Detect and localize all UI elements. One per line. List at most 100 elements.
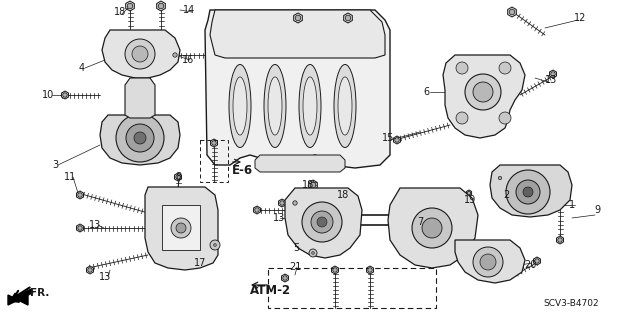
Text: 18: 18 [302,180,314,190]
Polygon shape [285,188,362,258]
Circle shape [345,15,351,21]
Circle shape [499,62,511,74]
Circle shape [176,223,186,233]
Bar [268,268,436,308]
Circle shape [535,259,540,263]
Circle shape [173,53,177,57]
Circle shape [176,175,180,179]
Circle shape [551,72,556,76]
Text: 17: 17 [194,258,206,268]
Circle shape [171,218,191,238]
Text: E-6: E-6 [232,164,253,176]
Circle shape [412,208,452,248]
Circle shape [214,243,216,247]
Ellipse shape [338,77,352,135]
Polygon shape [497,175,502,181]
Text: 18: 18 [337,190,349,200]
Polygon shape [367,266,374,274]
Text: 9: 9 [594,205,600,215]
FancyArrow shape [10,289,33,302]
Circle shape [116,114,164,162]
Polygon shape [292,199,298,207]
Polygon shape [175,173,182,181]
Circle shape [456,112,468,124]
Circle shape [422,218,442,238]
Circle shape [558,238,562,242]
Text: FR.: FR. [30,288,49,298]
Circle shape [317,217,327,227]
Circle shape [456,62,468,74]
Polygon shape [210,10,385,58]
Circle shape [283,276,287,280]
Circle shape [311,211,333,233]
Polygon shape [443,55,525,138]
Circle shape [78,226,82,230]
Polygon shape [550,70,556,78]
Polygon shape [61,91,68,99]
Text: 4: 4 [79,63,85,73]
Text: 13: 13 [89,220,101,230]
Text: 11: 11 [64,172,76,182]
Polygon shape [157,1,165,11]
Text: 1: 1 [569,200,575,210]
Ellipse shape [334,64,356,147]
Circle shape [499,176,502,180]
Circle shape [134,132,146,144]
Circle shape [125,39,155,69]
Ellipse shape [233,77,247,135]
Circle shape [523,187,533,197]
Text: 13: 13 [545,75,557,85]
Text: 5: 5 [293,243,299,253]
Circle shape [309,249,317,257]
Text: 10: 10 [42,90,54,100]
Text: 13: 13 [99,272,111,282]
Bar [200,140,228,182]
Text: ATM-2: ATM-2 [250,284,291,296]
Polygon shape [534,257,540,265]
Polygon shape [278,199,285,207]
Bar [162,205,200,250]
Circle shape [88,268,92,272]
Circle shape [506,170,550,214]
Ellipse shape [299,64,321,147]
Polygon shape [102,30,180,78]
Circle shape [333,268,337,272]
Circle shape [312,251,314,255]
Circle shape [480,254,496,270]
Polygon shape [125,1,134,11]
Polygon shape [8,295,28,305]
Polygon shape [77,191,83,199]
Circle shape [473,82,493,102]
Polygon shape [282,274,289,282]
Circle shape [63,93,67,97]
Polygon shape [490,165,572,217]
Text: 21: 21 [289,262,301,272]
Text: 19: 19 [464,195,476,205]
Ellipse shape [268,77,282,135]
Polygon shape [467,190,472,196]
Text: 18: 18 [114,7,126,17]
Polygon shape [557,236,563,244]
Text: 13: 13 [273,213,285,223]
Circle shape [126,124,154,152]
Circle shape [467,191,470,195]
Text: 16: 16 [182,55,194,65]
Polygon shape [455,240,525,283]
Polygon shape [145,187,218,270]
Ellipse shape [264,64,286,147]
Circle shape [509,9,515,15]
Text: 3: 3 [52,160,58,170]
Text: 6: 6 [423,87,429,97]
Text: SCV3-B4702: SCV3-B4702 [543,300,598,308]
Circle shape [293,201,297,205]
Polygon shape [86,266,93,274]
Text: 12: 12 [574,13,586,23]
Polygon shape [100,115,180,165]
Circle shape [368,268,372,272]
Polygon shape [172,51,179,59]
Circle shape [499,112,511,124]
Polygon shape [77,224,83,232]
Text: 20: 20 [524,260,536,270]
Text: 8: 8 [175,172,181,182]
Circle shape [158,3,164,9]
